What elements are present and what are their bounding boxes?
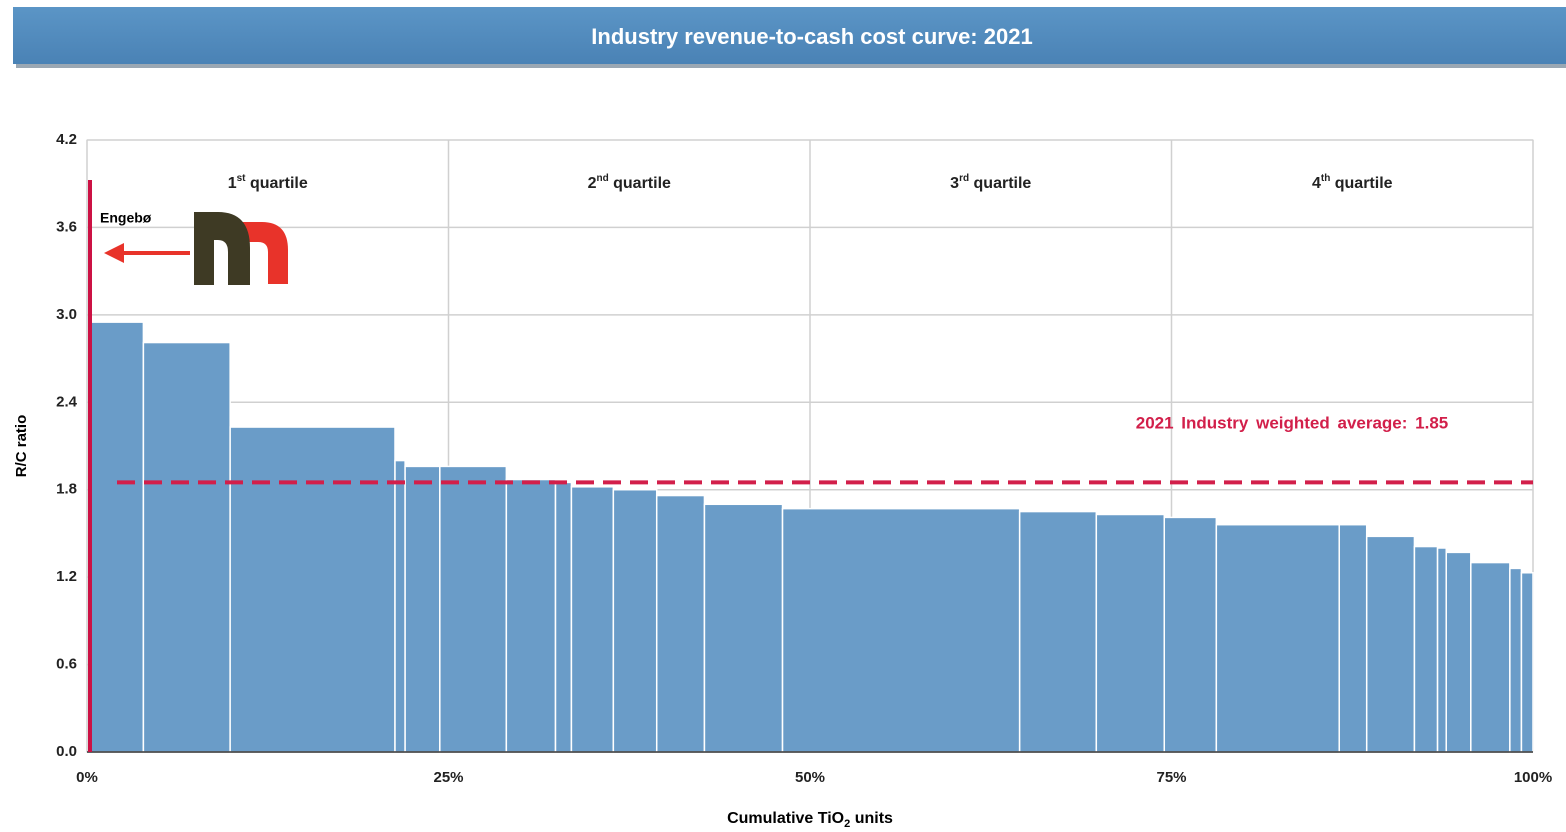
- bar: [655, 494, 706, 753]
- quartile-sup: st: [237, 173, 247, 184]
- quartile-number: 3: [950, 175, 959, 192]
- bar: [1413, 545, 1439, 753]
- average-label: 2021 Industry weighted average: 1.85: [1136, 413, 1448, 432]
- quartile-text: quartile: [1330, 175, 1392, 192]
- bar: [1445, 551, 1472, 753]
- y-tick-label: 3.0: [56, 306, 77, 323]
- y-tick-label: 0.0: [56, 743, 77, 760]
- bar: [89, 321, 145, 753]
- bar: [1338, 523, 1368, 753]
- bar: [703, 503, 784, 753]
- bar: [612, 488, 658, 753]
- chart-title: Industry revenue-to-cash cost curve: 202…: [591, 24, 1032, 49]
- x-label-sub: 2: [844, 818, 850, 830]
- bar: [1520, 572, 1534, 753]
- bar: [1436, 547, 1447, 753]
- quartile-text: quartile: [246, 175, 308, 192]
- x-tick-label: 100%: [1514, 769, 1552, 786]
- y-tick-label: 1.2: [56, 568, 77, 585]
- x-tick-label: 0%: [76, 769, 98, 786]
- logo-dark: [194, 212, 250, 285]
- bar: [404, 465, 441, 753]
- y-axis-label: R/C ratio: [13, 415, 30, 478]
- bar: [1470, 561, 1511, 753]
- banner: [13, 7, 1566, 64]
- bar: [1018, 510, 1098, 753]
- bar: [505, 478, 557, 753]
- quartile-sup: nd: [596, 173, 608, 184]
- quartile-number: 1: [228, 175, 237, 192]
- quartile-number: 2: [588, 175, 597, 192]
- quartile-text: quartile: [609, 175, 671, 192]
- bar: [439, 465, 508, 753]
- bar: [570, 486, 615, 753]
- y-tick-label: 0.6: [56, 656, 77, 673]
- y-tick-label: 3.6: [56, 218, 77, 235]
- bar: [1215, 523, 1340, 753]
- quartile-label: 1st quartile: [228, 173, 308, 193]
- bar: [554, 481, 573, 753]
- bar: [1509, 567, 1523, 753]
- bar: [229, 426, 396, 753]
- quartile-label: 2nd quartile: [588, 173, 671, 193]
- quartile-sup: rd: [959, 173, 969, 184]
- bar: [781, 507, 1021, 753]
- x-tick-label: 75%: [1156, 769, 1186, 786]
- x-label-part: Cumulative TiO: [727, 810, 844, 827]
- bar: [1163, 516, 1218, 753]
- y-tick-label: 1.8: [56, 481, 77, 498]
- quartile-label: 3rd quartile: [950, 173, 1031, 193]
- x-tick-label: 25%: [433, 769, 463, 786]
- x-label-part: units: [850, 810, 893, 827]
- quartile-sup: th: [1321, 173, 1330, 184]
- quartile-number: 4: [1312, 175, 1321, 192]
- quartile-label: 4th quartile: [1312, 173, 1393, 193]
- engebo-arrowhead: [104, 243, 124, 263]
- bar: [1095, 513, 1166, 753]
- y-tick-label: 2.4: [56, 393, 78, 410]
- bar: [1365, 535, 1416, 753]
- quartile-text: quartile: [969, 175, 1031, 192]
- y-tick-label: 4.2: [56, 131, 77, 148]
- plot: 0.0 0.6 1.2 1.8 2.4 3.0 3.6 4.2 0% 25% 50% 75% 100% 2…: [56, 131, 1552, 786]
- bar: [394, 459, 406, 753]
- x-axis-label: Cumulative TiO2 units: [727, 810, 893, 830]
- bar: [142, 341, 231, 753]
- x-tick-label: 50%: [795, 769, 825, 786]
- engebo-label: Engebø: [100, 210, 152, 226]
